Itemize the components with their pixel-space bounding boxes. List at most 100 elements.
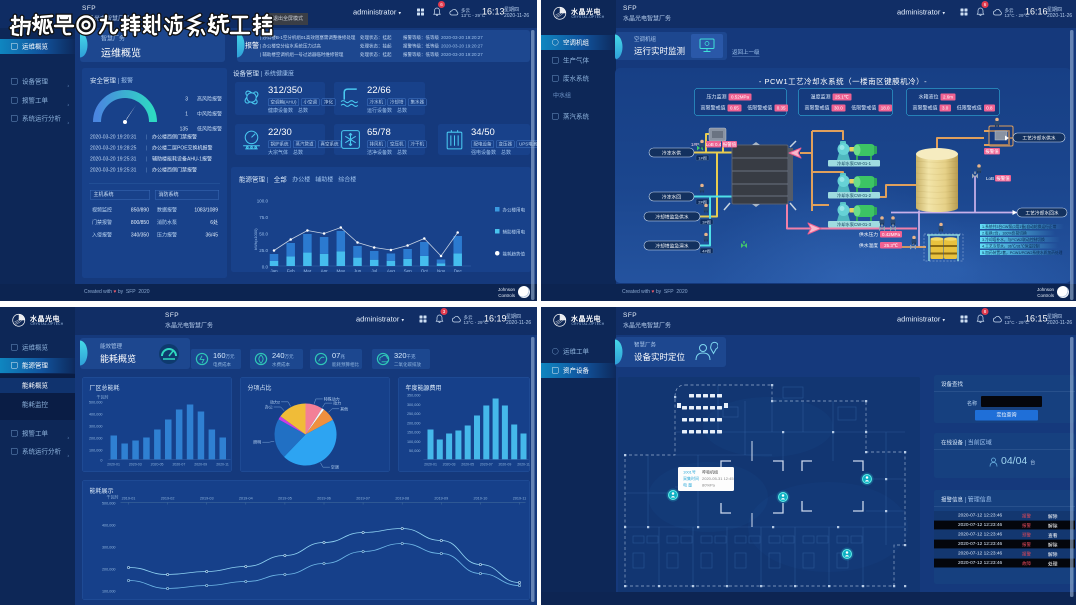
svg-text:400,000: 400,000 — [102, 524, 116, 528]
svg-text:2019-09: 2019-09 — [434, 497, 448, 501]
svg-text:电 量: 电 量 — [683, 482, 692, 488]
svg-text:呼吸机组: 呼吸机组 — [702, 469, 718, 475]
svg-text:200,000: 200,000 — [102, 568, 116, 572]
svg-text:5.加药装置2套，PCW1/PCW2系统水质加药处理: 5.加药装置2套，PCW1/PCW2系统水质加药处理 — [982, 250, 1063, 255]
svg-text:Apr: Apr — [321, 269, 329, 273]
svg-text:元: 元 — [423, 387, 427, 392]
svg-text:报警值: 报警值 — [723, 141, 737, 148]
svg-text:2020-09: 2020-09 — [194, 463, 207, 467]
svg-text:冷冻水回: 冷冻水回 — [662, 194, 681, 201]
svg-text:冷冻水供: 冷冻水供 — [662, 150, 681, 157]
svg-text:2020-07: 2020-07 — [172, 463, 185, 467]
svg-text:100,000: 100,000 — [102, 590, 116, 594]
svg-text:350,000: 350,000 — [407, 394, 421, 398]
svg-text:2019-11: 2019-11 — [513, 497, 526, 501]
svg-text:50,000: 50,000 — [409, 449, 420, 453]
svg-text:Feb: Feb — [287, 269, 295, 273]
svg-text:1#阀: 1#阀 — [698, 155, 706, 161]
svg-text:500,000: 500,000 — [89, 401, 103, 405]
svg-text:Jun: Jun — [354, 269, 362, 273]
svg-text:工艺冷却水回水: 工艺冷却水回水 — [1025, 210, 1059, 217]
svg-text:500,000: 500,000 — [102, 502, 116, 506]
svg-text:2020-03: 2020-03 — [443, 463, 456, 467]
svg-text:报警值: 报警值 — [996, 175, 1010, 182]
svg-text:200,000: 200,000 — [407, 421, 421, 425]
svg-text:100,000: 100,000 — [407, 440, 421, 444]
svg-text:2020-11: 2020-11 — [517, 463, 530, 467]
svg-text:2020-05-31 12:45: 2020-05-31 12:45 — [702, 476, 734, 481]
svg-text:Dec: Dec — [454, 269, 463, 273]
svg-text:2020-01: 2020-01 — [107, 463, 120, 467]
svg-text:200,000: 200,000 — [89, 437, 103, 441]
svg-text:冷却水泵CW-01-1: 冷却水泵CW-01-1 — [837, 160, 872, 167]
svg-text:2019-02: 2019-02 — [161, 497, 175, 501]
svg-text:1#P: 1#P — [691, 142, 699, 147]
svg-text:300,000: 300,000 — [407, 403, 421, 407]
svg-text:25.3℃: 25.3℃ — [884, 243, 899, 248]
svg-text:采集时间: 采集时间 — [683, 475, 699, 481]
svg-text:千瓦时: 千瓦时 — [97, 394, 109, 400]
svg-text:空调: 空调 — [331, 464, 339, 470]
svg-text:150,000: 150,000 — [407, 431, 421, 435]
svg-text:2019-01: 2019-01 — [122, 497, 136, 501]
svg-text:LoB 0.4: LoB 0.4 — [706, 142, 722, 147]
svg-text:300,000: 300,000 — [89, 425, 103, 429]
svg-text:Oct: Oct — [421, 269, 429, 273]
svg-text:100,000: 100,000 — [89, 449, 103, 453]
svg-text:2#阀: 2#阀 — [698, 199, 706, 205]
svg-text:冷却塔监急供水: 冷却塔监急供水 — [655, 214, 689, 221]
svg-text:2020-05: 2020-05 — [461, 463, 474, 467]
svg-text:4.工艺冷却水，36℃/31℃恒温控制: 4.工艺冷却水，36℃/31℃恒温控制 — [982, 244, 1040, 249]
svg-text:报警值: 报警值 — [985, 148, 999, 155]
svg-text:供水压力: 供水压力 — [859, 231, 878, 238]
svg-text:250,000: 250,000 — [407, 412, 421, 416]
svg-text:LoB: LoB — [986, 176, 994, 181]
svg-text:3#阀: 3#阀 — [702, 219, 710, 225]
svg-text:2019-10: 2019-10 — [474, 497, 488, 501]
svg-text:0.42MPa: 0.42MPa — [882, 232, 901, 237]
svg-text:3.冷却塔补水，与PCW2联动控制切换: 3.冷却塔补水，与PCW2联动控制切换 — [982, 237, 1045, 242]
svg-text:动力: 动力 — [333, 400, 341, 406]
svg-text:0.0: 0.0 — [262, 265, 269, 270]
svg-text:Jan: Jan — [270, 269, 278, 273]
svg-text:特殊动力: 特殊动力 — [324, 395, 340, 401]
svg-text:400,000: 400,000 — [89, 413, 103, 417]
svg-text:2019-05: 2019-05 — [278, 497, 292, 501]
svg-text:kWh(x1000): kWh(x1000) — [253, 228, 258, 250]
svg-text:2.板换2台，100%负荷切换: 2.板换2台，100%负荷切换 — [982, 231, 1027, 236]
svg-text:2019-06: 2019-06 — [317, 497, 331, 501]
svg-text:50.0: 50.0 — [259, 232, 268, 237]
svg-text:供水温度: 供水温度 — [859, 242, 878, 249]
svg-text:2020-07: 2020-07 — [480, 463, 493, 467]
svg-text:80%Pa: 80%Pa — [702, 483, 716, 488]
svg-text:2019-07: 2019-07 — [356, 497, 370, 501]
svg-text:照明: 照明 — [253, 440, 261, 445]
svg-text:冷却水泵CW-01-3: 冷却水泵CW-01-3 — [837, 221, 872, 228]
svg-text:25.0: 25.0 — [259, 248, 268, 253]
svg-text:Sep: Sep — [404, 269, 413, 273]
svg-text:1001号: 1001号 — [683, 469, 696, 475]
svg-text:May: May — [337, 269, 346, 273]
svg-text:4#阀: 4#阀 — [702, 248, 710, 254]
svg-text:冷却水泵CW-01-2: 冷却水泵CW-01-2 — [837, 192, 872, 199]
svg-text:千瓦时: 千瓦时 — [107, 494, 119, 500]
svg-text:2020-05: 2020-05 — [151, 463, 164, 467]
svg-text:0: 0 — [100, 459, 102, 463]
svg-text:2020-01: 2020-01 — [424, 463, 437, 467]
svg-text:75.0: 75.0 — [259, 215, 268, 220]
svg-text:冷却塔监急演水: 冷却塔监急演水 — [655, 243, 689, 250]
svg-text:Jul: Jul — [371, 269, 377, 273]
svg-text:2020-11: 2020-11 — [216, 463, 229, 467]
svg-text:2020-09: 2020-09 — [498, 463, 511, 467]
svg-text:300,000: 300,000 — [102, 546, 116, 550]
svg-text:动力2: 动力2 — [270, 398, 281, 404]
svg-text:2019-04: 2019-04 — [239, 497, 253, 501]
svg-text:其他: 其他 — [340, 405, 348, 411]
svg-text:2020-03: 2020-03 — [129, 463, 142, 467]
svg-text:100.0: 100.0 — [257, 199, 269, 204]
svg-text:Mar: Mar — [304, 269, 312, 273]
svg-text:2019-03: 2019-03 — [200, 497, 214, 501]
svg-text:Aug: Aug — [387, 269, 396, 273]
svg-text:工艺冷却水供水: 工艺冷却水供水 — [1022, 135, 1056, 142]
svg-text:2019-08: 2019-08 — [395, 497, 409, 501]
